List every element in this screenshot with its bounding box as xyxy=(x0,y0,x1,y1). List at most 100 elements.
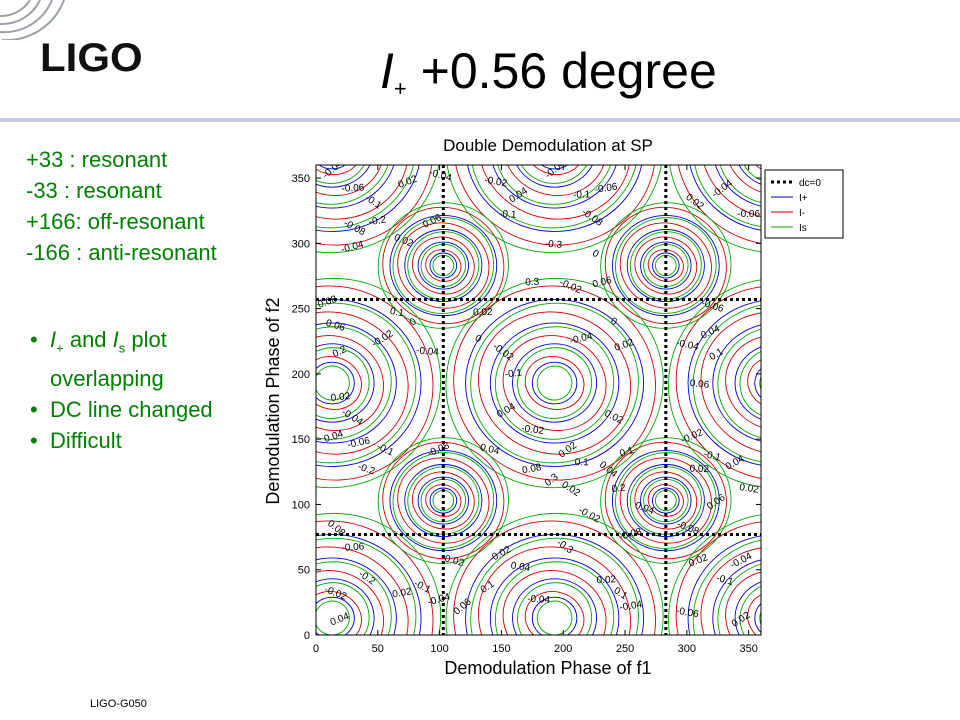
iminus-contour xyxy=(725,335,761,431)
is-contour xyxy=(654,489,677,512)
plot-frame xyxy=(315,164,762,636)
bullet-text: Difficult xyxy=(50,428,122,454)
iplus-contour xyxy=(465,534,644,635)
is-contour xyxy=(517,165,593,184)
is-contour xyxy=(739,347,761,419)
contour-label: 0.02 xyxy=(392,586,414,600)
title-subscript: + xyxy=(393,76,407,101)
iminus-contour xyxy=(316,165,409,220)
is-contour xyxy=(470,302,639,464)
is-contour xyxy=(739,582,761,635)
contour-label: -0.02 xyxy=(483,175,508,190)
is-contour xyxy=(316,165,442,254)
iminus-contour xyxy=(382,441,505,560)
iminus-contour xyxy=(316,165,434,246)
bullet-list: • I+ and Is plot overlapping • DC line ch… xyxy=(30,324,213,456)
contour-label: -0.02 xyxy=(440,553,465,570)
iplus-contour xyxy=(531,361,578,405)
iplus-contour xyxy=(512,578,598,635)
slide-title: I+ +0.56 degree xyxy=(380,42,717,102)
iminus-contour xyxy=(397,222,490,309)
bullet-text: DC line changed xyxy=(50,397,213,423)
iplus-contour xyxy=(754,602,761,634)
iminus-contour xyxy=(502,165,607,196)
iplus-contour xyxy=(687,300,761,466)
iplus-contour xyxy=(512,343,598,423)
x-tick-label: 350 xyxy=(739,643,757,655)
contour-label: 0.04 xyxy=(510,560,531,574)
contour-label: -0.02 xyxy=(488,544,514,565)
iminus-contour xyxy=(502,570,607,635)
x-tick-label: 200 xyxy=(554,643,572,655)
is-contour xyxy=(377,437,509,564)
contour-label: 0.3 xyxy=(525,277,540,288)
iminus-contour xyxy=(700,165,761,220)
contour-label: 0 xyxy=(408,316,420,328)
is-contour xyxy=(759,365,761,401)
contour-label: -0.1 xyxy=(412,578,433,596)
iminus-contour xyxy=(604,441,727,560)
contour-label: -0.1 xyxy=(573,189,591,201)
iplus-contour xyxy=(489,557,620,635)
y-axis-label: Demodulation Phase of f2 xyxy=(263,297,283,504)
is-contour xyxy=(470,537,639,635)
iminus-contour xyxy=(453,520,656,635)
x-tick-label: 250 xyxy=(616,643,634,655)
is-contour xyxy=(316,165,392,205)
contour-label: -0.1 xyxy=(504,367,523,380)
is-contour xyxy=(316,165,350,166)
is-contour xyxy=(470,165,639,229)
iminus-contour xyxy=(524,591,585,635)
contour-label: 0.04 xyxy=(699,323,722,341)
is-contour xyxy=(445,165,664,254)
note-line: -33 : resonant xyxy=(26,178,162,203)
is-contour xyxy=(668,512,761,635)
iplus-contour xyxy=(316,299,422,468)
iminus-contour xyxy=(411,471,475,530)
iminus-contour xyxy=(425,249,462,282)
is-contour xyxy=(316,302,417,464)
y-tick-label: 200 xyxy=(292,369,310,381)
iminus-contour xyxy=(316,591,362,635)
contour-label: -0.02 xyxy=(679,427,705,446)
contour-label: 0.02 xyxy=(392,232,415,250)
x-tick-label: 100 xyxy=(430,643,448,655)
contour-label: -0.02 xyxy=(558,277,584,296)
iminus-contour xyxy=(316,520,434,635)
bullet-item: • I+ and Is plot overlapping xyxy=(30,324,213,394)
x-tick-label: 0 xyxy=(313,643,319,655)
contour-label: -0.04 xyxy=(710,178,735,201)
iminus-contour xyxy=(524,356,585,410)
contour-label: -0.02 xyxy=(576,505,602,526)
iplus-contour xyxy=(417,241,469,290)
iplus-contour xyxy=(316,596,355,635)
y-tick-label: 50 xyxy=(298,565,310,577)
contour-label: 0.02 xyxy=(683,192,706,213)
iminus-contour xyxy=(619,222,712,309)
iplus-contour xyxy=(316,361,355,405)
contour-label: 0.04 xyxy=(479,442,501,457)
iminus-contour xyxy=(619,457,712,544)
iminus-contour xyxy=(478,165,632,220)
iplus-contour xyxy=(404,229,483,303)
is-contour xyxy=(517,347,593,419)
chart-title: Double Demodulation at SP xyxy=(443,136,653,155)
contour-label: -0.3 xyxy=(545,239,563,251)
iplus-contour xyxy=(316,165,420,233)
iplus-contour xyxy=(316,343,375,423)
iplus-contour xyxy=(712,324,761,442)
contour-label: 0.1 xyxy=(575,457,590,468)
contour-label: -0.04 xyxy=(543,158,568,181)
contour-label: -0.04 xyxy=(426,591,451,608)
contour-label: 0.1 xyxy=(389,306,405,320)
iminus-contour xyxy=(316,335,384,431)
contour-label: 0.2 xyxy=(611,483,626,495)
contour-label: 0.02 xyxy=(330,391,351,404)
iminus-contour xyxy=(316,165,384,196)
note-line: +166: off-resonant xyxy=(26,209,205,234)
is-contour xyxy=(392,217,495,314)
contour-label: -0.04 xyxy=(569,331,594,347)
is-contour xyxy=(316,365,350,401)
iplus-contour xyxy=(531,596,578,635)
iminus-contour xyxy=(502,335,607,431)
